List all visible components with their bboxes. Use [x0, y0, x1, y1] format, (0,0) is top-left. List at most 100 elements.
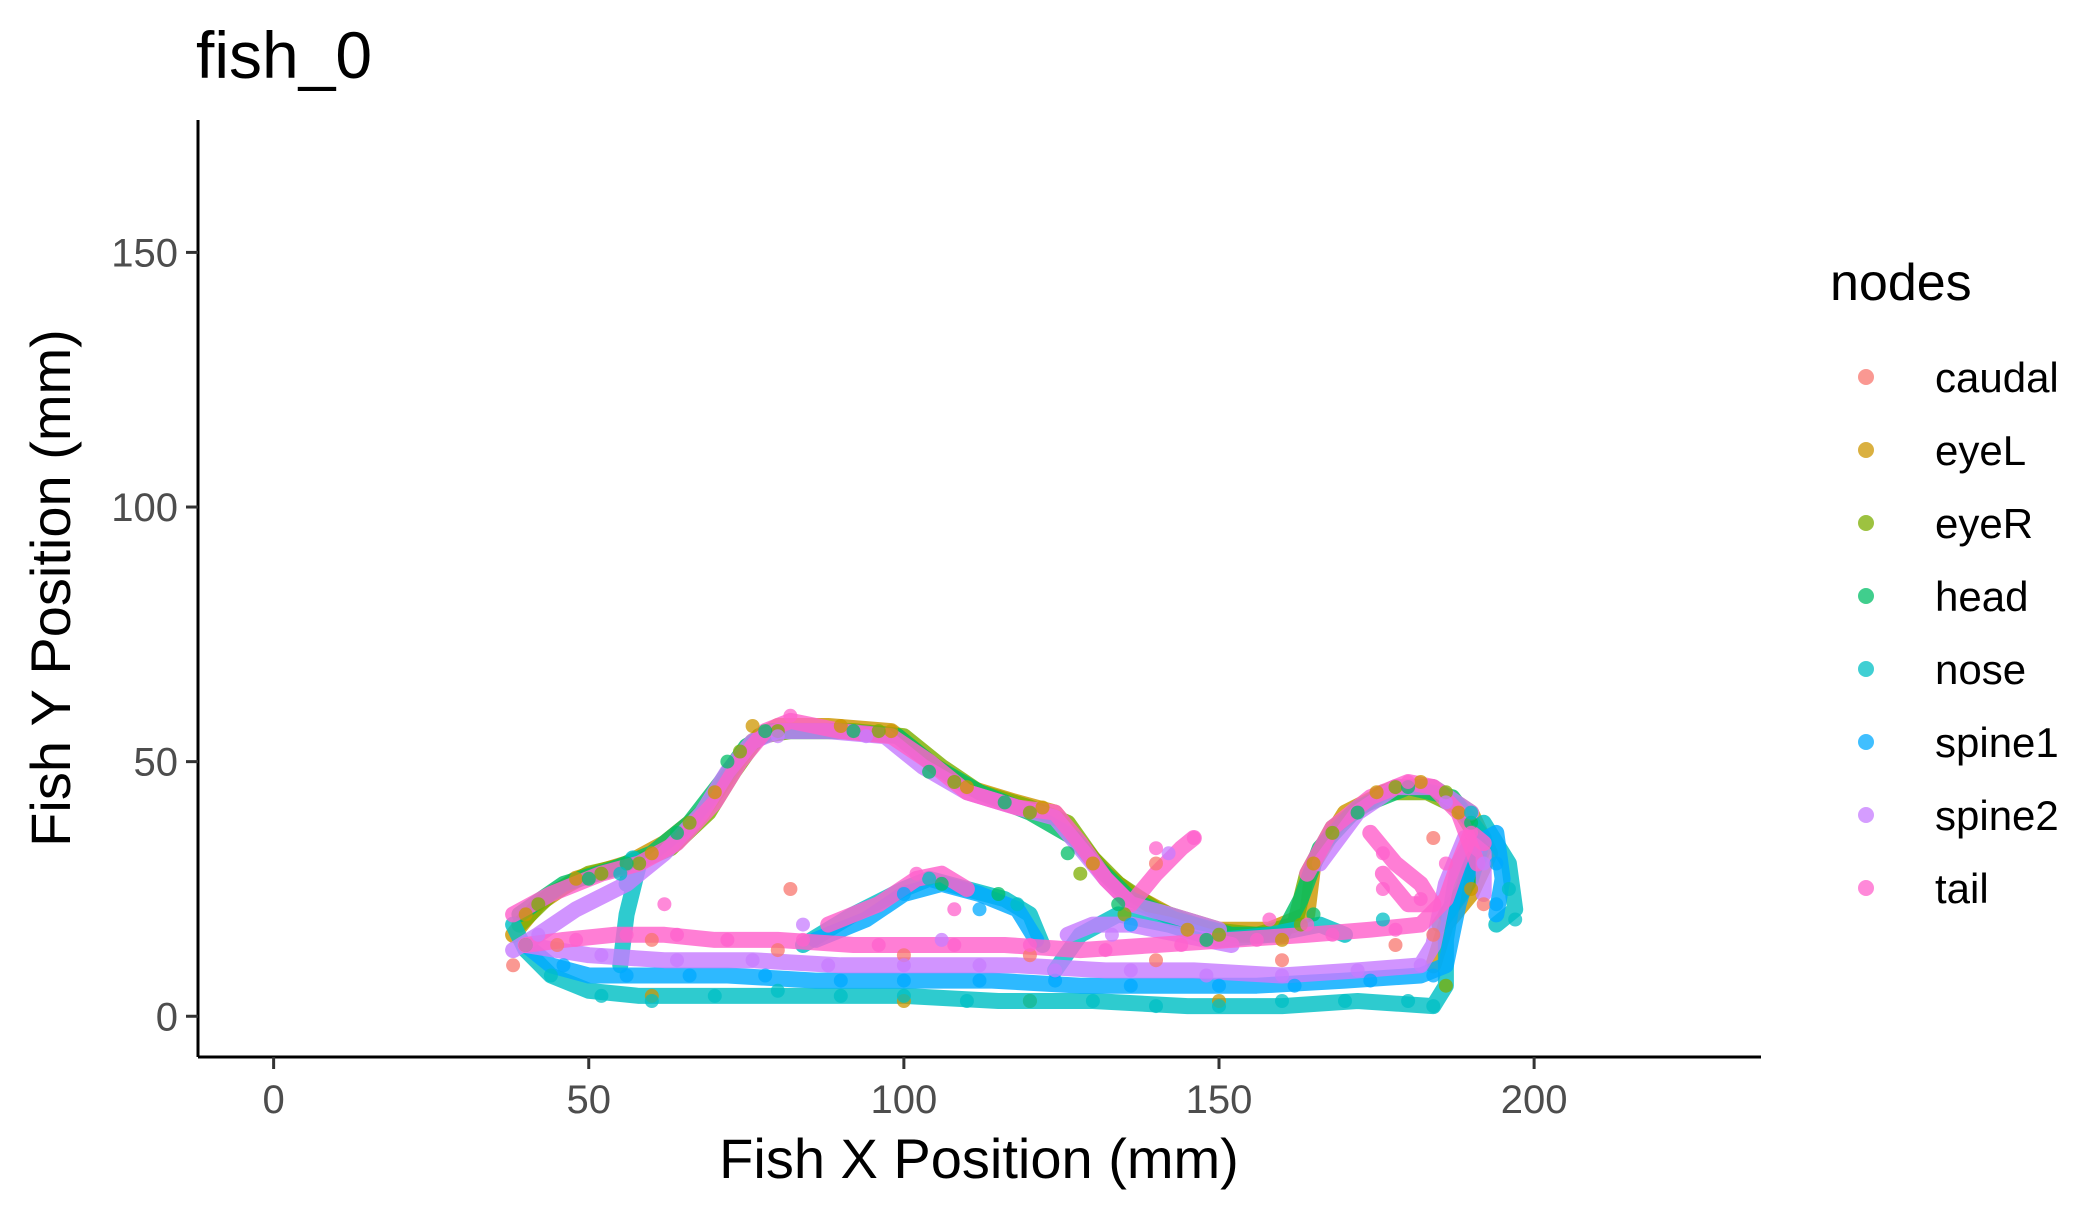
point-eyeL-2: [644, 846, 659, 861]
point-tail-18: [657, 897, 672, 912]
x-tick-label: 150: [1186, 1078, 1253, 1122]
point-spine1-5: [896, 973, 911, 988]
y-tick-label: 150: [111, 231, 178, 275]
point-spine2-17: [1161, 846, 1176, 861]
y-axis-ticks: 0 50 100 150: [111, 231, 198, 1039]
legend: nodes caudal eyeL eyeR head nose spine1 spine2…: [1830, 254, 2059, 912]
point-nose-12: [1275, 994, 1289, 1008]
point-spine1-17: [1123, 917, 1138, 932]
point-spine2-20: [934, 932, 949, 947]
point-nose-14: [1401, 994, 1416, 1008]
legend-key-eyeL: [1858, 442, 1874, 458]
point-head-13: [1350, 805, 1365, 820]
point-eyeR-10: [1117, 907, 1132, 922]
point-nose-8: [1022, 994, 1037, 1008]
x-tick-label: 100: [870, 1078, 937, 1122]
legend-label-head: head: [1935, 573, 2028, 620]
point-spine2-1: [594, 948, 609, 963]
point-spine2-8: [1123, 963, 1138, 978]
point-head-9: [1060, 846, 1075, 861]
legend-key-spine1: [1858, 734, 1874, 750]
point-caudal-5: [1022, 948, 1037, 963]
legend-items: caudal eyeL eyeR head nose spine1 spine2 tail: [1858, 354, 2059, 912]
point-spine2-19: [1476, 856, 1491, 871]
point-tail-23: [1186, 831, 1201, 845]
point-spine1-7: [1048, 973, 1063, 988]
point-tail-14: [1401, 775, 1416, 789]
point-nose-17: [922, 871, 937, 886]
point-spine2-13: [770, 729, 785, 744]
point-tail-26: [1262, 912, 1277, 927]
point-caudal-8: [1388, 938, 1403, 952]
point-tail-27: [1300, 917, 1315, 932]
point-spine2-0: [531, 927, 546, 942]
legend-key-head: [1858, 588, 1874, 604]
point-eyeL-7: [959, 780, 974, 795]
point-tail-1: [569, 932, 584, 947]
point-tail-5: [796, 932, 810, 947]
point-spine2-16: [1104, 927, 1119, 942]
point-eyeL-11: [1275, 932, 1289, 947]
point-tail-2: [619, 927, 634, 942]
point-spine1-10: [1287, 978, 1302, 993]
point-nose-13: [1338, 994, 1352, 1008]
point-spine1-14: [972, 902, 987, 917]
legend-label-spine2: spine2: [1935, 792, 2059, 839]
point-tail-21: [783, 708, 798, 723]
point-caudal-11: [783, 882, 798, 896]
point-nose-4: [770, 983, 785, 998]
point-tail-25: [1413, 892, 1428, 907]
point-nose-15: [1426, 999, 1441, 1014]
point-nose-5: [833, 988, 848, 1003]
point-head-6: [846, 724, 861, 739]
point-spine1-4: [833, 973, 848, 988]
point-caudal-3: [770, 943, 785, 958]
point-caudal-1: [550, 938, 565, 952]
x-tick-label: 0: [263, 1078, 285, 1122]
x-axis-ticks: 0 50 100 150 200: [263, 1057, 1567, 1122]
point-eyeR-14: [1388, 780, 1403, 795]
point-caudal-2: [644, 932, 659, 947]
point-tail-13: [1388, 922, 1403, 937]
point-nose-16: [613, 866, 628, 881]
point-spine2-14: [859, 729, 874, 744]
point-tail-7: [947, 938, 962, 952]
point-eyeL-10: [1180, 922, 1195, 937]
y-tick-label: 100: [111, 486, 178, 530]
point-spine1-1: [619, 968, 634, 983]
point-spine1-3: [758, 968, 773, 983]
point-eyeL-3: [707, 785, 722, 800]
point-tail-19: [909, 866, 924, 881]
point-eyeL-12: [1306, 856, 1321, 871]
point-eyeL-14: [1413, 775, 1428, 789]
point-tail-12: [1325, 927, 1340, 942]
point-eyeR-0: [531, 897, 546, 912]
point-spine2-3: [745, 953, 760, 968]
chart-title: fish_0: [196, 18, 372, 92]
point-spine2-7: [1048, 963, 1063, 978]
point-spine2-4: [821, 958, 836, 973]
y-axis-title: Fish Y Position (mm): [19, 329, 82, 847]
point-nose-6: [896, 988, 911, 1003]
point-spine2-6: [972, 958, 987, 973]
point-head-10: [1111, 897, 1126, 912]
point-spine2-10: [1275, 968, 1289, 983]
point-eyeR-2: [632, 856, 647, 871]
point-spine1-0: [556, 958, 571, 973]
point-eyeR-16: [1438, 978, 1453, 993]
point-caudal-12: [1149, 856, 1163, 871]
point-spine2-12: [1413, 958, 1428, 973]
point-head-3: [670, 825, 684, 840]
point-spine1-9: [1212, 978, 1226, 993]
point-tail-16: [1375, 846, 1390, 861]
x-axis-title: Fish X Position (mm): [719, 1127, 1239, 1190]
point-head-4: [720, 754, 735, 769]
point-head-8: [997, 795, 1012, 810]
point-eyeL-8: [1035, 800, 1050, 815]
point-nose-19: [1464, 805, 1479, 820]
point-spine2-18: [1438, 795, 1453, 810]
legend-label-caudal: caudal: [1935, 354, 2059, 401]
point-spine1-16: [1489, 897, 1504, 912]
